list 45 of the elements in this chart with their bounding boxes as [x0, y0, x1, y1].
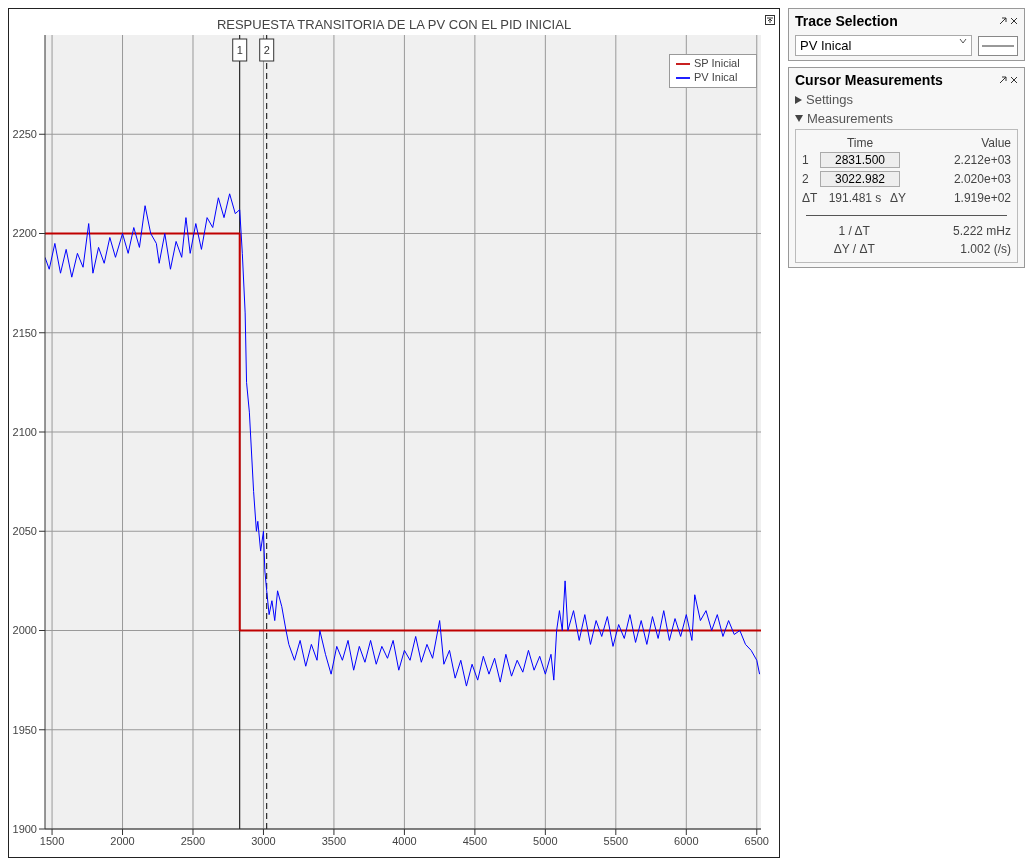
y-tick-label: 1950 [12, 723, 37, 736]
y-tick-label: 2000 [12, 624, 37, 637]
x-tick-label: 4500 [462, 834, 488, 847]
x-tick-label: 6500 [744, 834, 770, 847]
x-tick-label: 3000 [251, 834, 276, 847]
legend-label: PV Inical [694, 71, 738, 84]
y-tick-label: 1900 [12, 822, 37, 835]
text: ΔT [802, 190, 819, 205]
text: 5.222 mHz [951, 224, 1011, 238]
text: 1 / ΔT [837, 224, 871, 238]
text: 3022.982 [820, 170, 900, 187]
y-tick-label: 2050 [12, 525, 37, 538]
text: ΔY [890, 190, 908, 205]
legend-label: SP Inicial [694, 57, 740, 69]
y-tick-label: 2100 [12, 425, 37, 438]
text: 191.481 s [827, 190, 883, 205]
text: 2 [802, 171, 810, 186]
y-tick-label: 2150 [12, 326, 37, 339]
annotation: 1 [236, 44, 243, 56]
text: 1 [802, 152, 810, 167]
text: Settings [805, 92, 854, 107]
y-tick-label: 2200 [12, 227, 37, 240]
x-tick-label: 5500 [603, 834, 629, 847]
text: Time [845, 136, 875, 150]
x-tick-label: 6000 [674, 834, 699, 847]
text: 1.919e+02 [952, 190, 1011, 205]
text: PV Inical [800, 38, 852, 53]
x-tick-label: 5000 [533, 834, 558, 847]
chart-title: RESPUESTA TRANSITORIA DE LA PV CON EL PID INICIAL [215, 17, 573, 32]
x-tick-label: 2500 [180, 834, 206, 847]
x-tick-label: 2000 [110, 834, 135, 847]
text: ΔY / ΔT [832, 242, 876, 256]
x-tick-label: 3500 [321, 834, 347, 847]
text: Trace Selection [795, 13, 898, 29]
text: Measurements [806, 111, 894, 126]
text: Cursor Measurements [795, 72, 943, 88]
text: 2.212e+03 [952, 152, 1011, 167]
text: 1.002 (/s) [959, 242, 1011, 256]
x-tick-label: 1500 [39, 834, 65, 847]
text: Value [980, 136, 1011, 150]
y-tick-label: 2250 [12, 128, 37, 141]
x-tick-label: 4000 [392, 834, 417, 847]
text: 2.020e+03 [952, 171, 1011, 186]
annotation: 2 [263, 44, 270, 56]
text: 2831.500 [820, 151, 900, 168]
